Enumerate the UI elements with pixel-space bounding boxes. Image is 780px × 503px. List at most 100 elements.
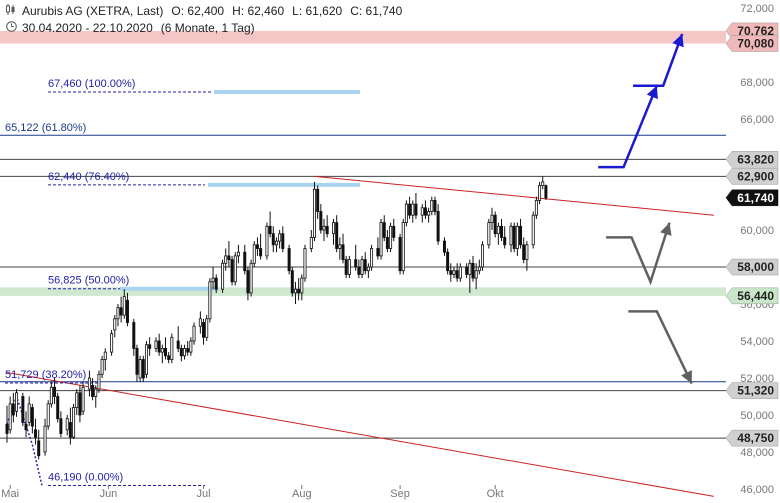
candle-body: [49, 386, 53, 405]
support-zone: [0, 287, 726, 296]
price-tag-label: 48,750: [737, 431, 774, 445]
price-tag-label: 70,762: [737, 24, 774, 38]
price-tag: [725, 189, 779, 207]
fib-zone: [120, 286, 218, 291]
candle-body: [335, 222, 339, 249]
candle-body: [192, 325, 196, 342]
candle-body: [87, 377, 91, 390]
candle-body: [72, 407, 76, 438]
price-tag-label: 70,080: [737, 37, 774, 51]
candle-body: [163, 347, 167, 357]
candle-body: [144, 344, 148, 375]
candle-body: [512, 225, 516, 249]
candle-body: [303, 248, 307, 279]
candle-body: [433, 199, 437, 212]
candle-body: [471, 262, 475, 279]
price-tag: [725, 258, 779, 276]
fib-label: 56,825 (50.00%): [48, 275, 129, 287]
candle-body: [376, 248, 380, 257]
y-tick-label: 72,000: [740, 3, 774, 15]
candle-body: [56, 396, 60, 420]
fib-zone: [214, 89, 360, 94]
x-tick-label: Okt: [487, 488, 504, 500]
fib-label: 51,729 (38.20%): [5, 369, 86, 381]
candle-body: [382, 222, 386, 238]
candle-body: [227, 255, 231, 260]
x-tick-label: Sep: [390, 488, 410, 500]
candle-body: [389, 225, 393, 249]
y-tick-label: 50,000: [740, 410, 774, 422]
candle-body: [170, 336, 174, 360]
candle-body: [293, 288, 297, 294]
lower-trendline: [6, 371, 714, 497]
price-tag: [725, 151, 779, 168]
candle-body: [360, 259, 364, 275]
candle-body: [43, 425, 47, 453]
candle-body: [316, 188, 320, 212]
candles-layer: [5, 176, 548, 460]
candle-body: [75, 392, 79, 408]
candle-body: [205, 318, 209, 338]
y-tick-label: 66,000: [740, 114, 774, 126]
candle-body: [233, 255, 237, 283]
candle-body: [468, 262, 472, 275]
candle-body: [154, 340, 158, 349]
fib-connector: [6, 394, 43, 486]
candle-body: [493, 214, 497, 235]
candle-body: [113, 318, 117, 331]
close-value: C: 61,740: [350, 4, 403, 18]
candle-body: [332, 222, 336, 235]
candle-body: [398, 236, 402, 272]
candle-body: [255, 244, 259, 249]
interval: (6 Monate, 1 Tag): [160, 21, 255, 35]
candle-body: [490, 214, 494, 223]
candle-body: [347, 259, 351, 275]
candle-body: [458, 266, 462, 279]
price-tag-label: 56,440: [737, 289, 774, 303]
candle-body: [198, 318, 202, 327]
candle-body: [91, 384, 95, 397]
candle-body: [189, 340, 193, 353]
y-tick-label: 54,000: [740, 336, 774, 348]
candle-body: [116, 307, 120, 320]
candle-body: [538, 185, 542, 201]
candle-body: [287, 248, 291, 272]
bull-arrow-2-head: [672, 33, 684, 48]
candle-body: [477, 266, 481, 272]
candle-body: [176, 340, 180, 349]
fib-zone: [208, 182, 360, 187]
x-tick-label: Jun: [100, 488, 118, 500]
candle-body: [401, 222, 405, 272]
candle-body: [252, 244, 256, 264]
candle-body: [446, 251, 450, 272]
candle-body: [455, 270, 459, 279]
candle-body: [309, 236, 313, 249]
candle-body: [312, 188, 316, 238]
low-value: L: 61,620: [292, 4, 343, 18]
price-tag: [725, 382, 779, 399]
fibonacci-layer: 67,460 (100.00%) 62,440 (76.40%) 56,825 (5…: [5, 78, 360, 486]
lines-layer: 65,122 (61.80%): [0, 122, 726, 497]
candle-body: [230, 259, 234, 283]
candle-body: [392, 225, 396, 238]
candle-body: [319, 211, 323, 231]
candle-body: [68, 421, 72, 438]
candle-body: [30, 407, 34, 427]
candle-body: [366, 266, 370, 272]
candle-body: [534, 199, 538, 216]
candle-body: [474, 270, 478, 279]
open-value: O: 62,400: [171, 4, 225, 18]
candle-body: [487, 222, 491, 246]
price-tag-label: 63,820: [737, 152, 774, 166]
bear-arrow-1: [606, 222, 671, 286]
candle-body: [167, 355, 171, 360]
price-tag: [725, 287, 779, 305]
candle-body: [411, 203, 415, 216]
candle-body: [436, 211, 440, 242]
y-tick-label: 46,000: [740, 484, 774, 496]
x-tick-label: Jul: [197, 488, 211, 500]
candle-body: [236, 251, 240, 257]
bull-arrow-1: [598, 85, 659, 169]
upper-trendline: [314, 175, 714, 216]
